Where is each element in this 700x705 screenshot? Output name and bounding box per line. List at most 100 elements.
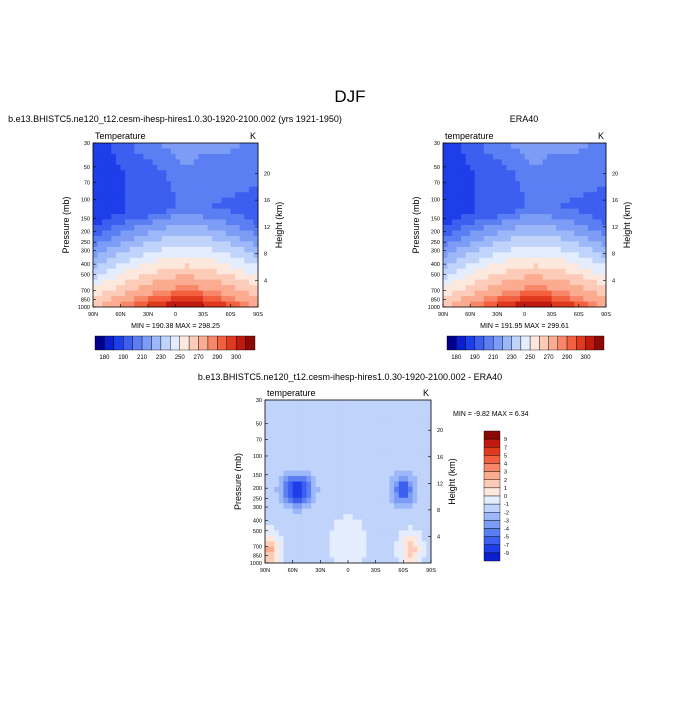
field-cell [501, 290, 507, 297]
field-cell [175, 290, 181, 297]
field-cell [230, 148, 236, 155]
field-cell [230, 153, 236, 160]
field-cell [216, 246, 222, 253]
y-axis-title: Pressure (mb) [411, 196, 421, 253]
field-cell [311, 552, 317, 558]
field-cell [97, 246, 103, 253]
field-cell [578, 301, 584, 308]
field-cell [352, 432, 358, 439]
field-cell [152, 148, 158, 155]
field-cell [111, 186, 117, 193]
field-cell [203, 252, 208, 259]
field-cell [129, 246, 135, 253]
field-cell [265, 514, 271, 520]
field-cell [384, 535, 390, 542]
field-cell [443, 290, 448, 297]
field-cell [547, 274, 553, 281]
field-cell [447, 268, 453, 275]
field-cell [274, 497, 280, 504]
colorbar-box [594, 335, 605, 351]
field-cell [497, 230, 503, 237]
field-cell [161, 214, 167, 220]
colorbar-box [483, 438, 501, 448]
field-cell [157, 203, 163, 209]
field-cell [470, 192, 476, 199]
field-cell [315, 405, 321, 412]
field-cell [134, 285, 140, 291]
field-cell [394, 438, 400, 444]
variable-label: temperature [267, 388, 316, 398]
field-cell [120, 148, 126, 155]
field-cell [394, 481, 400, 488]
colorbar-label: 290 [562, 355, 573, 361]
field-cell [324, 497, 330, 504]
field-cell [510, 214, 516, 220]
field-cell [447, 230, 453, 237]
field-cell [129, 257, 135, 264]
field-cell [398, 410, 404, 417]
field-cell [253, 274, 259, 281]
field-cell [278, 432, 284, 439]
field-cell [143, 148, 149, 155]
field-cell [301, 443, 307, 450]
field-cell [329, 443, 335, 450]
field-cell [542, 203, 548, 209]
field-cell [483, 159, 489, 166]
field-cell [283, 448, 289, 455]
field-cell [587, 274, 593, 281]
field-cell [407, 546, 413, 553]
field-cell [184, 235, 190, 242]
field-cell [542, 214, 548, 220]
field-cell [244, 214, 250, 220]
field-cell [596, 197, 602, 204]
field-cell [560, 263, 566, 270]
field-cell [601, 225, 607, 231]
field-cell [519, 285, 525, 291]
field-cell [380, 427, 386, 433]
field-cell [519, 153, 525, 160]
field-cell [283, 546, 289, 553]
field-cell [125, 192, 131, 199]
field-cell [515, 241, 521, 248]
field-cell [93, 148, 98, 155]
field-cell [492, 197, 498, 204]
field-cell [375, 438, 381, 444]
field-cell [143, 296, 149, 302]
field-cell [361, 454, 367, 461]
field-cell [152, 214, 158, 220]
field-cell [474, 246, 480, 253]
field-cell [443, 257, 448, 264]
field-cell [203, 274, 208, 281]
field-cell [311, 470, 317, 477]
field-cell [578, 252, 584, 259]
field-cell [320, 410, 326, 417]
field-cell [306, 503, 312, 510]
field-cell [292, 476, 298, 482]
field-cell [417, 503, 423, 510]
field-cell [596, 301, 602, 308]
field-cell [519, 143, 525, 149]
field-cell [470, 175, 476, 182]
field-cell [180, 181, 186, 188]
field-cell [529, 153, 534, 160]
field-cell [501, 181, 507, 188]
field-cell [212, 219, 218, 226]
field-cell [578, 274, 584, 281]
field-cell [542, 143, 548, 149]
y-tick-label: 700 [81, 288, 90, 294]
field-cell [125, 285, 131, 291]
field-cell [138, 175, 144, 182]
field-cell [479, 296, 485, 302]
field-cell [556, 214, 562, 220]
field-cell [560, 153, 566, 160]
field-cell [93, 175, 98, 182]
field-cell [143, 214, 149, 220]
field-cell [125, 214, 131, 220]
field-cell [189, 230, 195, 237]
field-cell [384, 416, 390, 423]
field-cell [348, 405, 354, 412]
field-cell [501, 143, 507, 149]
field-cell [447, 170, 453, 177]
field-cell [170, 301, 176, 308]
field-cell [129, 219, 135, 226]
